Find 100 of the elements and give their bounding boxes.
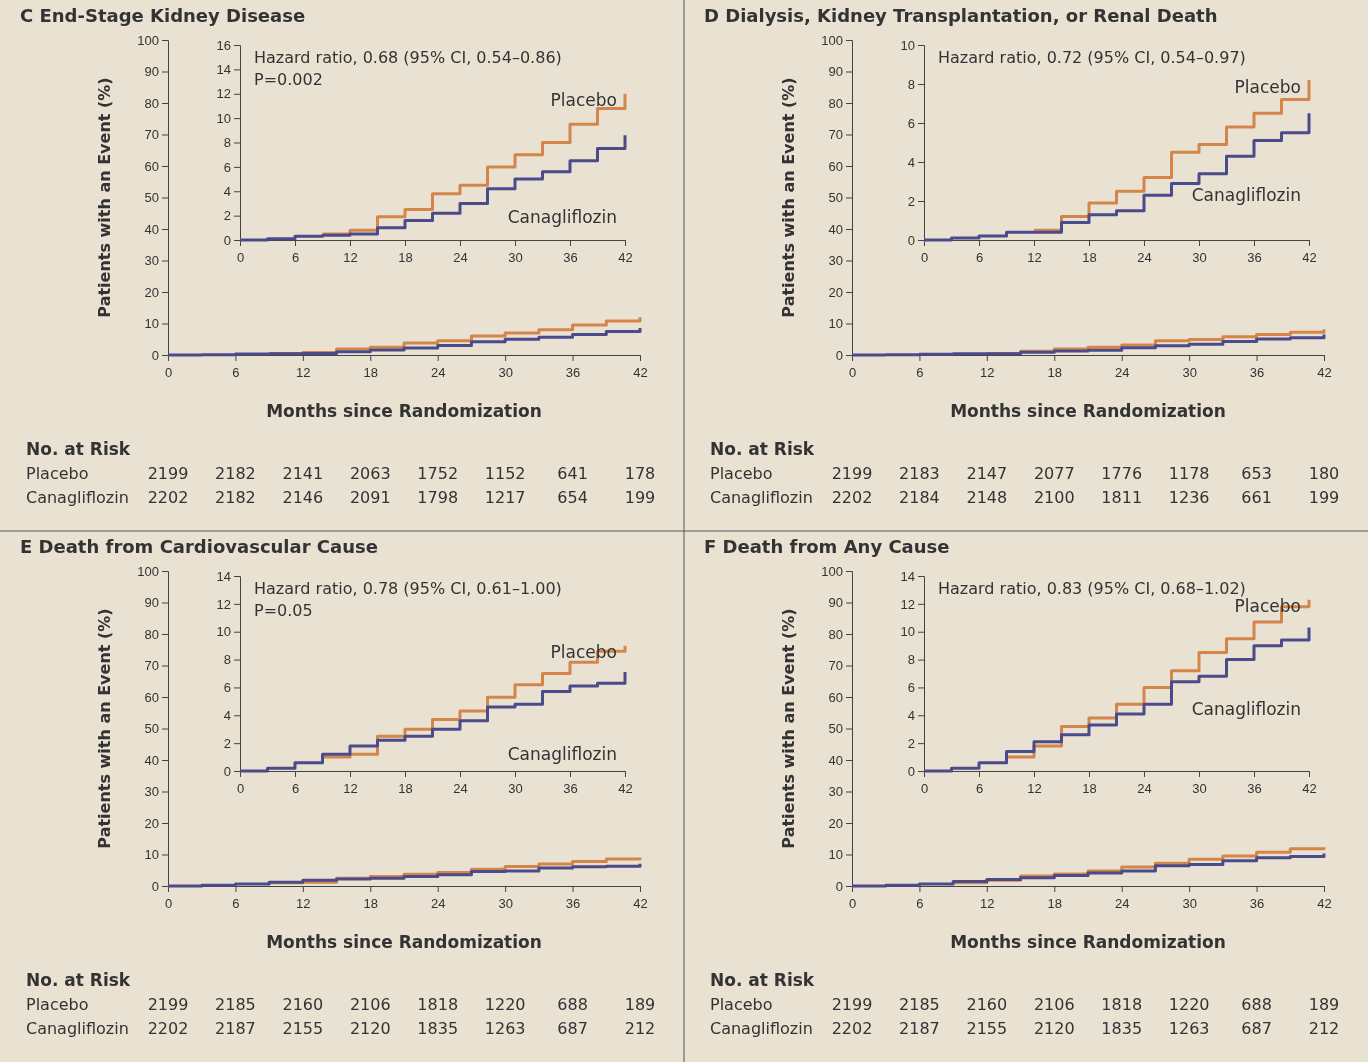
- y-tick-label: 10: [216, 624, 231, 640]
- x-tick-label: 18: [1047, 365, 1063, 381]
- x-axis-title: Months since Randomization: [266, 932, 542, 952]
- annotation: Hazard ratio, 0.78 (95% CI, 0.61–1.00): [254, 579, 562, 598]
- y-tick-label: 0: [835, 878, 843, 894]
- x-tick-label: 0: [236, 781, 245, 797]
- x-tick-label: 42: [618, 250, 633, 266]
- x-tick-label: 36: [563, 250, 578, 266]
- y-tick-label: 10: [828, 847, 843, 863]
- y-tick-label: 20: [828, 815, 843, 831]
- x-tick-label: 24: [430, 365, 446, 381]
- x-tick-label: 36: [563, 781, 578, 797]
- y-tick-label: 40: [144, 752, 159, 768]
- x-tick-label: 0: [848, 896, 857, 912]
- text: Canagliflozin 2202 2187 2155 2120 1835 1263 687 212: [26, 1019, 656, 1038]
- y-tick-label: 20: [828, 284, 843, 300]
- text: Placebo 2199 2185 2160 2106 1818 1220 688 189: [710, 995, 1340, 1014]
- y-tick-label: 10: [900, 37, 915, 53]
- y-axis-title: Patients with an Event (%): [95, 77, 114, 318]
- x-tick-label: 18: [398, 781, 413, 797]
- annotation: Hazard ratio, 0.72 (95% CI, 0.54–0.97): [938, 48, 1246, 67]
- x-tick-label: 18: [1047, 896, 1063, 912]
- x-tick-label: 0: [164, 896, 173, 912]
- x-tick-label: 6: [975, 781, 984, 797]
- y-axis-title: Patients with an Event (%): [779, 608, 798, 849]
- y-tick-label: 6: [223, 159, 231, 175]
- y-tick-label: 60: [828, 158, 843, 174]
- y-tick-label: 100: [821, 32, 843, 48]
- y-tick-label: 40: [828, 752, 843, 768]
- y-tick-label: 10: [828, 316, 843, 332]
- y-tick-label: 0: [223, 232, 231, 248]
- x-tick-label: 24: [1137, 250, 1152, 266]
- y-tick-label: 2: [907, 193, 915, 209]
- x-tick-label: 30: [508, 781, 523, 797]
- text: Placebo 2199 2185 2160 2106 1818 1220 688 189: [26, 995, 656, 1014]
- x-tick-label: 24: [453, 781, 468, 797]
- series-label: Placebo: [1234, 596, 1301, 617]
- series-label: Placebo: [1234, 76, 1301, 97]
- y-tick-label: 8: [223, 652, 231, 668]
- y-tick-label: 50: [144, 190, 159, 206]
- y-tick-label: 10: [144, 316, 159, 332]
- y-tick-label: 2: [223, 208, 231, 224]
- x-tick-label: 36: [1249, 896, 1265, 912]
- y-axis-title: Patients with an Event (%): [95, 608, 114, 849]
- series-label: Canagliflozin: [1191, 699, 1301, 720]
- x-tick-label: 12: [296, 365, 311, 381]
- x-tick-label: 12: [343, 781, 358, 797]
- x-tick-label: 6: [291, 781, 300, 797]
- x-tick-label: 0: [236, 250, 245, 266]
- x-tick-label: 12: [980, 365, 995, 381]
- y-tick-label: 4: [907, 154, 915, 170]
- x-tick-label: 30: [1182, 896, 1197, 912]
- x-tick-label: 24: [453, 250, 468, 266]
- x-tick-label: 0: [164, 365, 173, 381]
- series-label: Placebo: [550, 90, 617, 111]
- annotation: P=0.05: [254, 601, 313, 620]
- y-tick-label: 0: [151, 347, 159, 363]
- y-tick-label: 70: [828, 658, 843, 674]
- x-tick-label: 12: [980, 896, 995, 912]
- x-tick-label: 36: [1249, 365, 1265, 381]
- text: Canagliflozin 2202 2182 2146 2091 1798 1217 654 199: [26, 488, 656, 507]
- x-tick-label: 30: [1192, 781, 1207, 797]
- y-tick-label: 90: [144, 64, 159, 80]
- x-tick-label: 12: [1027, 781, 1042, 797]
- x-tick-label: 18: [1082, 250, 1097, 266]
- y-tick-label: 80: [828, 95, 843, 111]
- y-tick-label: 4: [907, 707, 915, 723]
- x-tick-label: 36: [1247, 781, 1262, 797]
- x-tick-label: 18: [398, 250, 413, 266]
- y-tick-label: 0: [907, 763, 915, 779]
- x-tick-label: 18: [363, 365, 379, 381]
- y-axis-title: Patients with an Event (%): [779, 77, 798, 318]
- y-tick-label: 50: [828, 721, 843, 737]
- y-tick-label: 90: [828, 64, 843, 80]
- annotation: Hazard ratio, 0.68 (95% CI, 0.54–0.86): [254, 48, 562, 67]
- y-tick-label: 10: [144, 847, 159, 863]
- y-tick-label: 80: [828, 626, 843, 642]
- x-tick-label: 12: [1027, 250, 1042, 266]
- y-tick-label: 16: [216, 37, 231, 53]
- annotation: Hazard ratio, 0.83 (95% CI, 0.68–1.02): [938, 579, 1246, 598]
- x-tick-label: 12: [296, 896, 311, 912]
- x-tick-label: 42: [618, 781, 633, 797]
- x-tick-label: 18: [363, 896, 379, 912]
- y-tick-label: 12: [216, 596, 231, 612]
- x-tick-label: 0: [920, 781, 929, 797]
- y-tick-label: 0: [907, 232, 915, 248]
- y-tick-label: 90: [828, 595, 843, 611]
- x-tick-label: 12: [343, 250, 358, 266]
- y-tick-label: 60: [144, 158, 159, 174]
- text: No. at Risk: [26, 439, 131, 459]
- y-tick-label: 6: [223, 680, 231, 696]
- text: Placebo 2199 2182 2141 2063 1752 1152 641 178: [26, 464, 656, 483]
- x-tick-label: 24: [1137, 781, 1152, 797]
- x-tick-label: 36: [565, 896, 581, 912]
- x-tick-label: 42: [633, 896, 648, 912]
- x-tick-label: 36: [1247, 250, 1262, 266]
- y-tick-label: 70: [144, 127, 159, 143]
- series-label: Placebo: [550, 642, 617, 663]
- x-tick-label: 30: [1192, 250, 1207, 266]
- x-tick-label: 0: [848, 365, 857, 381]
